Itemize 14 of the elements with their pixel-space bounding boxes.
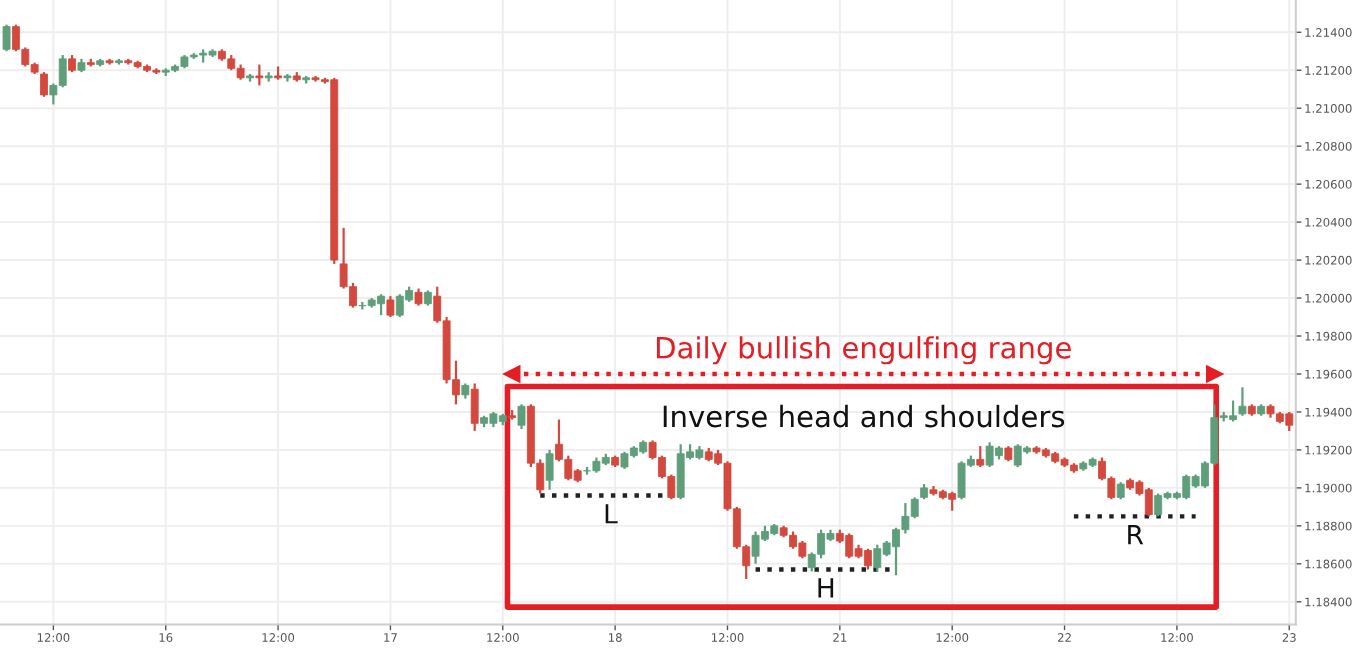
annotation: L	[605, 504, 618, 524]
annotation: R	[1128, 525, 1144, 545]
candlestick	[386, 295, 395, 319]
candlestick	[255, 63, 264, 87]
candlestick	[470, 382, 479, 433]
annotation: H	[818, 578, 834, 598]
candlestick	[517, 403, 526, 431]
candlestick	[40, 71, 48, 98]
candlestick	[2, 23, 11, 53]
candlestick	[976, 445, 985, 469]
candlestick	[545, 448, 554, 491]
candlestick	[1238, 386, 1247, 417]
annotation: Daily bullish engulfing range	[656, 336, 1071, 365]
annotation: Inverse head and shoulders	[663, 404, 1065, 428]
